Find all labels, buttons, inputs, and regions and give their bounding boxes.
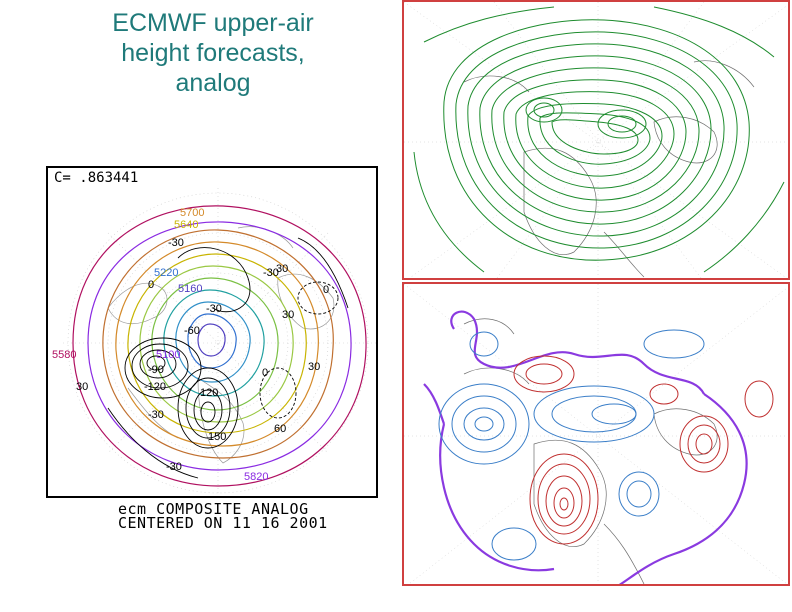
contour-labels: 5700 5640 5220 5160 5100 5580 5820 -30 -… [52,207,329,483]
grid-lines [404,284,788,584]
grid-lines [63,188,376,496]
label-a-0-2: 0 [323,284,329,296]
label-a-0-3: 0 [262,367,268,379]
label-a-m30-1: -30 [168,237,184,249]
slide-title: ECMWF upper-air height forecasts, analog [48,8,378,98]
forecast-anomaly-svg [404,284,788,584]
title-line-1: ECMWF upper-air [112,9,314,37]
height-contours [72,205,367,487]
label-a-0-1: 0 [148,279,154,291]
label-a-30-2: 30 [76,381,88,393]
anomaly-contours [107,237,349,479]
grid-lines [404,2,788,278]
label-a-30-4: 30 [276,263,288,275]
label-5580: 5580 [52,349,76,361]
label-a-120: 120 [200,387,218,399]
label-a-m90: -90 [148,364,164,376]
label-a-m120: -120 [144,381,166,393]
label-5220: 5220 [154,267,178,279]
caption-line-2: CENTERED ON 11 16 2001 [118,514,328,532]
title-line-3: analog [175,69,251,97]
label-a-30-3: 30 [308,361,320,373]
coastlines [463,318,718,584]
label-a-150: 150 [208,431,226,443]
coastlines [107,226,335,464]
height-contours [413,6,785,273]
correlation-label: C= .863441 [54,170,139,186]
negative-anomaly-contours [438,329,705,561]
label-a-m30-5: -30 [166,461,182,473]
forecast-height-svg [404,2,788,278]
label-5100: 5100 [156,349,180,361]
label-a-m30-4: -30 [148,409,164,421]
label-5160: 5160 [178,283,202,295]
forecast-anomaly-map [402,282,790,586]
label-5700: 5700 [180,207,204,219]
label-a-30-1: 30 [282,309,294,321]
caption-line-1: ecm COMPOSITE ANALOG [118,500,309,518]
coastlines [463,60,755,278]
label-5640: 5640 [174,219,198,231]
label-5820: 5820 [244,471,268,483]
forecast-height-map [402,0,790,280]
analog-composite-map: 5700 5640 5220 5160 5100 5580 5820 -30 -… [46,166,378,498]
label-a-m30-2: -30 [263,267,279,279]
title-line-2: height forecasts, [121,39,305,67]
label-a-m60: -60 [184,325,200,337]
analog-map-svg: 5700 5640 5220 5160 5100 5580 5820 -30 -… [52,188,376,496]
positive-anomaly-contours [513,355,774,545]
label-a-m30-3: -30 [206,303,222,315]
label-a-60: 60 [274,423,286,435]
